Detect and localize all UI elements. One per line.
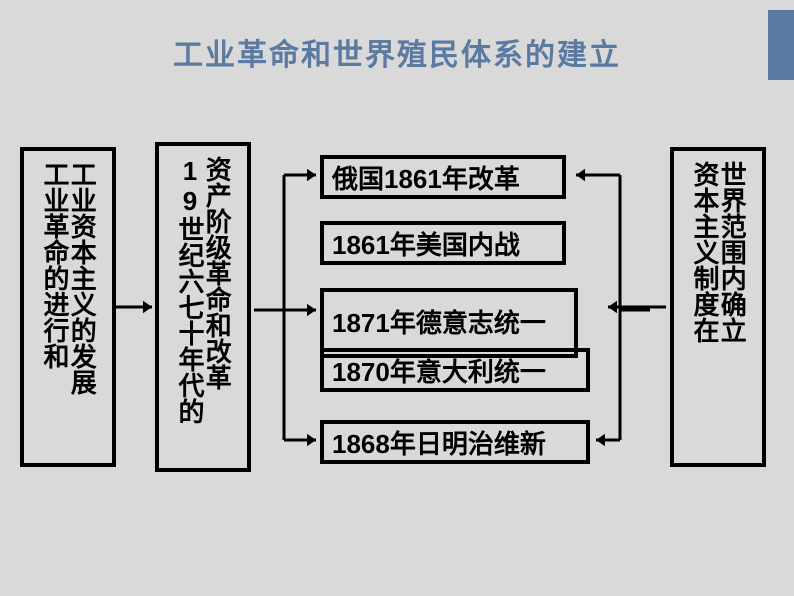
box-industrial-revolution: 工业革命的进行和 工业资本主义的发展 [20,147,116,467]
slide-title: 工业革命和世界殖民体系的建立 [0,30,794,74]
event-russia-1861: 俄国1861年改革 [320,155,566,199]
box-bourgeois-revolutions: 19世纪六七十年代的 资产阶级革命和改革 [155,142,251,472]
event-meiji-restoration: 1868年日明治维新 [320,420,590,464]
box-left-col2: 工业资本主义的发展 [68,161,95,395]
box-right-col2: 世界范围内确立 [718,161,745,343]
box-capitalism-established: 资本主义制度在 世界范围内确立 [670,147,766,467]
box-mid-col2: 资产阶级革命和改革 [203,156,230,390]
box-mid-col1: 19世纪六七十年代的 [176,156,203,424]
box-right-col1: 资本主义制度在 [691,161,718,343]
event-us-civil-war: 1861年美国内战 [320,221,566,265]
slide: 工业革命和世界殖民体系的建立 工业革命的进行和 工业资本主义的发展 19世纪六七… [0,0,794,596]
box-left-col1: 工业革命的进行和 [41,161,68,369]
event-italian-unification: 1870年意大利统一 [320,348,590,392]
